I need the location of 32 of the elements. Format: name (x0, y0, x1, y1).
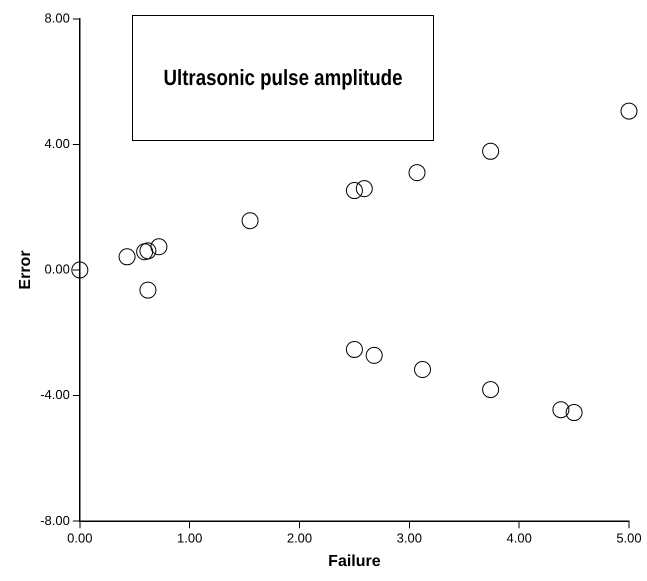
point (118, 248, 136, 266)
x-tick-label: 2.00 (286, 530, 312, 546)
point (414, 361, 432, 378)
y-tick-label: 8.00 (44, 10, 70, 26)
x-axis-title: Failure (328, 552, 381, 570)
point (356, 180, 373, 198)
x-tick-label: 1.00 (177, 530, 202, 546)
y-tick-label: 4.00 (44, 136, 70, 151)
point (242, 212, 259, 230)
x-tick-label: 5.00 (616, 530, 642, 546)
y-tick-label: -8.00 (40, 512, 70, 528)
point (139, 282, 156, 299)
text: Ultrasonic pulse amplitude (162, 64, 404, 92)
x-tick-label: 3.00 (396, 530, 422, 546)
x-tick-label: 0.00 (67, 530, 92, 546)
point (620, 102, 638, 120)
point (150, 238, 168, 256)
point (566, 404, 583, 422)
y-tick-label: -4.00 (40, 387, 70, 402)
point (482, 381, 500, 398)
point (139, 242, 156, 260)
point (136, 243, 154, 260)
point (346, 340, 363, 358)
point (346, 182, 363, 200)
point (366, 346, 383, 364)
point (71, 262, 88, 278)
point (482, 142, 500, 160)
point (552, 401, 570, 418)
y-tick-label: 0.00 (44, 262, 70, 277)
point (408, 164, 426, 182)
x-tick-label: 4.00 (506, 530, 532, 546)
y-axis-title: Error (17, 250, 34, 290)
